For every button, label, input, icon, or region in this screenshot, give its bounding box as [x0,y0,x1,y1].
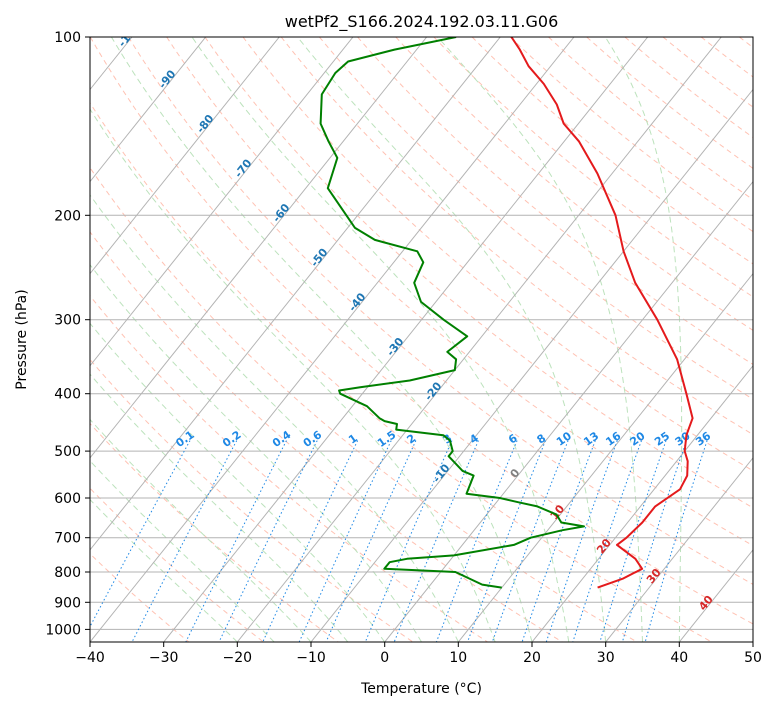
x-tick-label: −40 [75,650,105,666]
y-tick-label: 700 [54,531,81,547]
y-tick-label: 100 [54,30,81,46]
plot-background [90,37,753,642]
x-tick-label: −30 [149,650,179,666]
y-tick-label: 600 [54,491,81,507]
x-tick-label: 20 [523,650,541,666]
y-tick-label: 300 [54,313,81,329]
y-tick-label: 1000 [45,622,81,638]
y-tick-label: 500 [54,444,81,460]
y-tick-label: 200 [54,208,81,224]
x-tick-label: 50 [744,650,762,666]
y-tick-label: 800 [54,565,81,581]
x-tick-label: 30 [597,650,615,666]
chart-title: wetPf2_S166.2024.192.03.11.G06 [285,12,559,32]
x-tick-label: −10 [296,650,326,666]
y-axis-label: Pressure (hPa) [14,289,30,389]
x-tick-label: −20 [223,650,253,666]
y-tick-label: 900 [54,595,81,611]
x-tick-label: 0 [380,650,389,666]
y-tick-label: 400 [54,387,81,403]
x-axis-label: Temperature (°C) [360,681,482,697]
x-tick-label: 40 [670,650,688,666]
x-tick-label: 10 [449,650,467,666]
